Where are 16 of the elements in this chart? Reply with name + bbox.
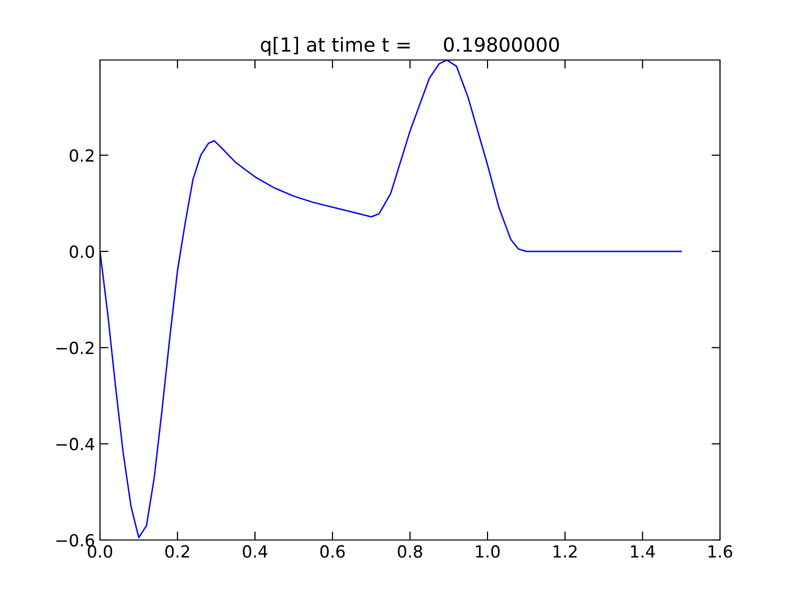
x-tick-label: 0.0 [88,545,112,558]
chart-title: q[1] at time t = 0.19800000 [260,36,559,56]
y-tick-label: −0.4 [56,438,94,450]
x-tick-label: 1.2 [554,545,577,558]
y-tick-label: −0.2 [56,342,94,354]
line-series [100,60,682,538]
y-tick-label: 0.0 [70,245,94,258]
x-tick-label: 1.6 [708,545,732,558]
x-tick-label: 1.4 [631,545,655,558]
x-tick-label: 1.0 [476,545,500,558]
x-tick-label: 0.6 [320,545,345,558]
x-tick-label: 0.4 [242,545,268,558]
y-tick-label: 0.2 [70,149,94,162]
x-tick-label: 0.2 [165,545,190,558]
y-tick-label: −0.6 [56,534,94,547]
x-tick-label: 0.8 [398,545,422,558]
